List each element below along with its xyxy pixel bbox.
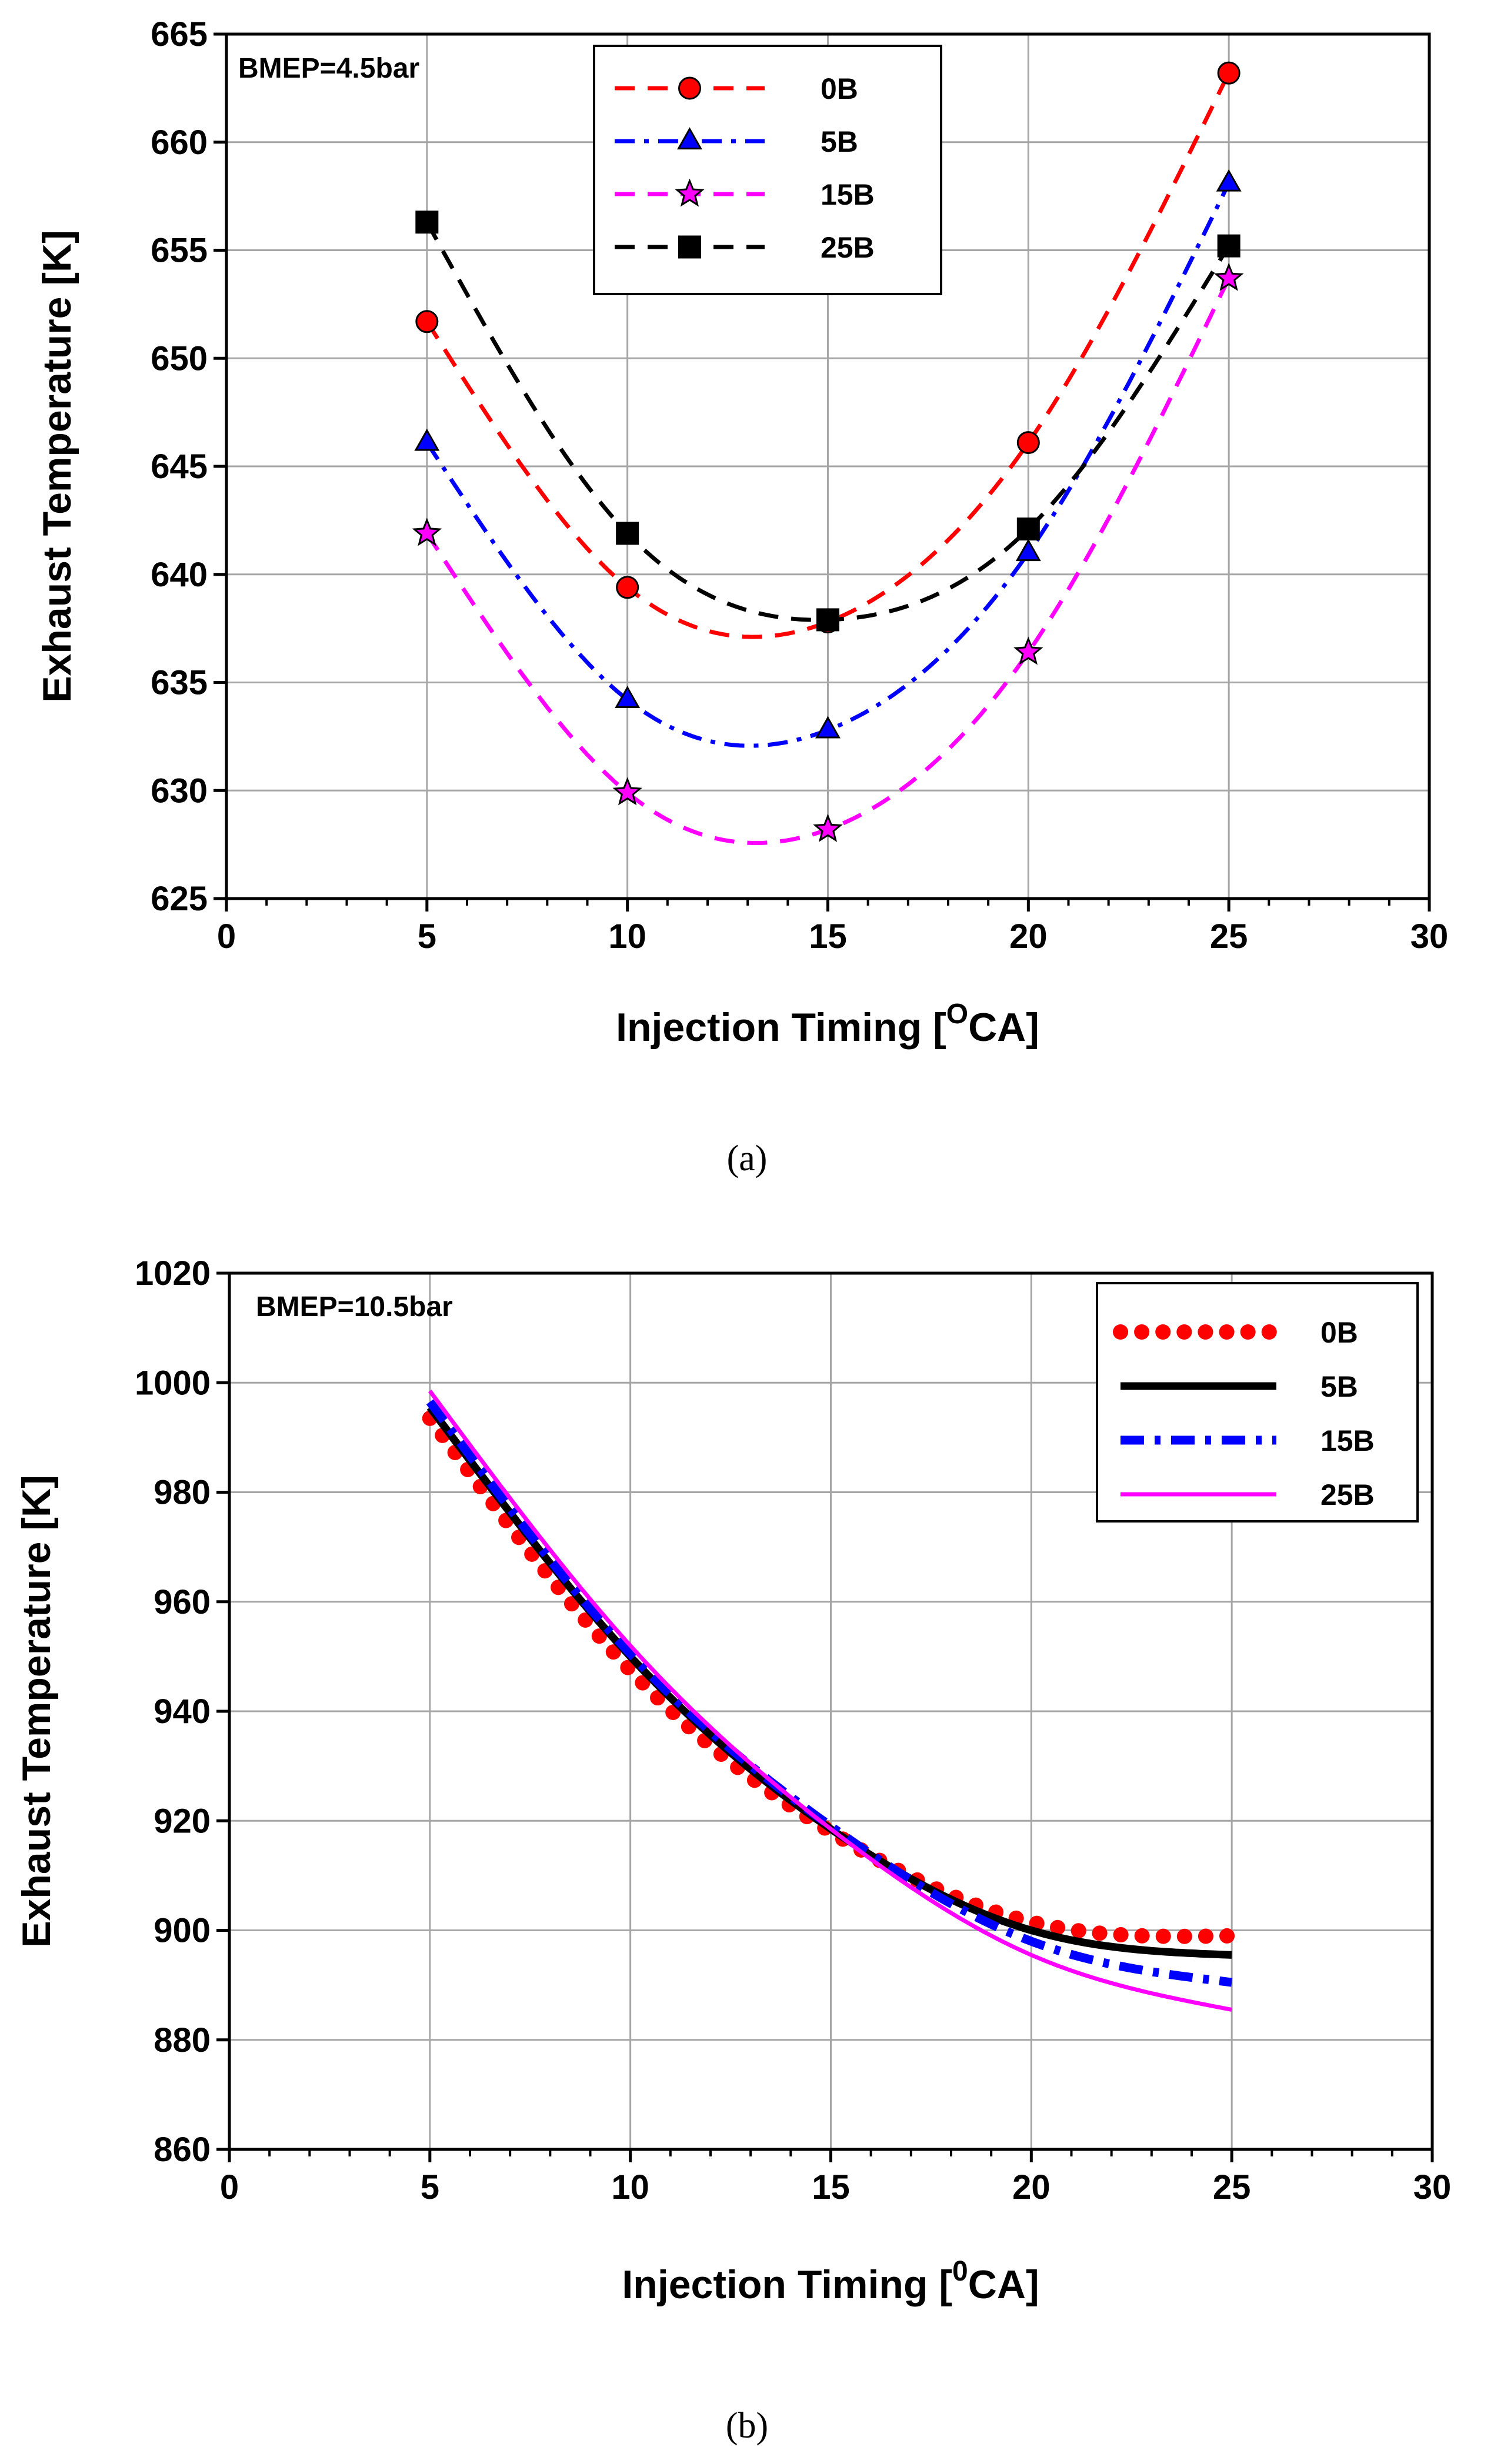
chart-a: 0 5 10 15 20 25 30625630635640645650655660665 …	[35, 15, 1448, 1178]
x-tick-label-b-0: 0	[220, 2168, 239, 2206]
y-tick-label-b-860: 860	[154, 2131, 211, 2169]
legend-label-a-15B: 15B	[821, 178, 875, 211]
legend-marker-a-15B	[675, 178, 705, 207]
grid-b	[229, 1273, 1432, 2149]
y-tick-label-a-645: 645	[151, 448, 208, 486]
legend-label-b-15B: 15B	[1320, 1424, 1375, 1457]
y-tick-label-b-980: 980	[154, 1474, 211, 1512]
x-tick-label-a-25: 25	[1210, 917, 1248, 956]
marker-a-25B-10	[616, 522, 639, 545]
x-tick-label-b-30: 30	[1413, 2168, 1452, 2206]
x-tick-label-a-15: 15	[809, 917, 847, 956]
marker-a-5B-15	[815, 716, 841, 739]
ticks-b: 0 5 10 15 20 25 30 860 880 900 920 940 960 980 1000 102…	[135, 1254, 1451, 2206]
marker-a-0B-25	[1217, 61, 1240, 85]
x-tick-label-a-20: 20	[1009, 917, 1048, 956]
x-tick-label-a-10: 10	[608, 917, 646, 956]
marker-a-15B-25	[1213, 262, 1244, 291]
legend-label-b-5B: 5B	[1320, 1370, 1358, 1403]
series-b	[422, 1390, 1240, 2012]
y-tick-label-b-960: 960	[154, 1583, 211, 1621]
marker-a-0B-20	[1016, 431, 1040, 455]
y-axis-label-a: Exhaust Temperature [K]	[35, 230, 79, 703]
y-tick-label-a-630: 630	[151, 772, 208, 810]
legend-marker-a-0B	[678, 76, 701, 100]
series-line-b-25B	[428, 1390, 1232, 2012]
y-axis-label-b: Exhaust Temperature [K]	[14, 1475, 59, 1948]
x-tick-label-a-30: 30	[1410, 917, 1449, 956]
marker-a-0B-5	[415, 310, 439, 333]
x-axis-label-b-tail: CA]	[968, 2262, 1039, 2307]
y-tick-label-b-940: 940	[154, 1692, 211, 1731]
y-tick-label-a-660: 660	[151, 123, 208, 162]
y-tick-label-a-635: 635	[151, 664, 208, 702]
x-tick-label-a-0: 0	[217, 917, 236, 956]
legend-a: 0B 5B 15B 25B	[593, 45, 942, 295]
y-tick-label-a-625: 625	[151, 880, 208, 918]
x-axis-label-b: Injection Timing [0CA]	[622, 2256, 1039, 2307]
legend-box-b	[1096, 1282, 1419, 1523]
marker-a-5B-25	[1216, 169, 1242, 192]
y-tick-label-a-640: 640	[151, 556, 208, 594]
annotation-b: BMEP=10.5bar	[256, 1291, 453, 1323]
legend-b: 0B 5B 15B 25B	[1096, 1282, 1419, 1523]
legend-label-a-0B: 0B	[821, 72, 858, 105]
x-tick-label-b-10: 10	[611, 2168, 649, 2206]
legend-label-a-25B: 25B	[821, 231, 875, 264]
y-tick-label-a-655: 655	[151, 232, 208, 270]
chart-b: 0 5 10 15 20 25 30 860 880 900 920 940 960 980 1000 102…	[14, 1254, 1451, 2446]
y-tick-label-b-900: 900	[154, 1912, 211, 1950]
x-axis-label-b-main: Injection Timing [	[622, 2262, 952, 2307]
y-tick-label-b-920: 920	[154, 1802, 211, 1840]
x-tick-label-b-25: 25	[1213, 2168, 1251, 2206]
ticks-a: 0 5 10 15 20 25 30 625 630 635 640 645 650 655 660 665	[151, 15, 1448, 956]
legend-marker-a-5B	[677, 127, 702, 150]
marker-a-25B-20	[1016, 517, 1040, 541]
marker-a-0B-10	[616, 576, 639, 599]
marker-a-15B-20	[1013, 636, 1043, 665]
marker-a-25B-25	[1217, 234, 1240, 258]
y-tick-label-b-1000: 1000	[135, 1364, 211, 1402]
marker-a-5B-10	[615, 686, 641, 708]
x-axis-label-a-sup: O	[946, 999, 968, 1030]
x-tick-label-a-5: 5	[418, 917, 436, 956]
marker-a-25B-5	[415, 211, 439, 234]
x-tick-label-b-20: 20	[1012, 2168, 1051, 2206]
caption-a: (a)	[727, 1138, 768, 1178]
marker-a-15B-15	[813, 813, 843, 842]
legend-label-b-0B: 0B	[1320, 1316, 1358, 1349]
x-tick-label-b-5: 5	[421, 2168, 439, 2206]
legend-marker-a-25B	[678, 235, 701, 259]
series-line-b-15B	[426, 1399, 1233, 1987]
x-axis-label-a-tail: CA]	[968, 1005, 1039, 1050]
y-tick-label-a-650: 650	[151, 339, 208, 378]
marker-a-15B-10	[612, 777, 642, 806]
markers-a	[412, 61, 1244, 842]
marker-a-5B-5	[414, 428, 440, 451]
legend-box-a	[593, 45, 942, 295]
annotation-a: BMEP=4.5bar	[238, 53, 419, 84]
x-axis-label-a-main: Injection Timing [	[616, 1005, 946, 1050]
x-axis-label-b-sup: 0	[952, 2256, 968, 2287]
y-tick-label-b-1020: 1020	[135, 1254, 211, 1293]
y-tick-label-b-880: 880	[154, 2021, 211, 2059]
series-line-a-0B	[425, 72, 1231, 639]
caption-b: (b)	[726, 2406, 768, 2446]
y-tick-label-a-665: 665	[151, 15, 208, 54]
x-axis-label-a: Injection Timing [OCA]	[616, 999, 1039, 1050]
marker-a-5B-20	[1015, 539, 1041, 562]
legend-label-a-5B: 5B	[821, 125, 858, 158]
x-tick-label-b-15: 15	[812, 2168, 850, 2206]
legend-label-b-25B: 25B	[1320, 1478, 1375, 1511]
marker-a-25B-15	[816, 608, 839, 632]
marker-a-15B-5	[412, 517, 442, 546]
